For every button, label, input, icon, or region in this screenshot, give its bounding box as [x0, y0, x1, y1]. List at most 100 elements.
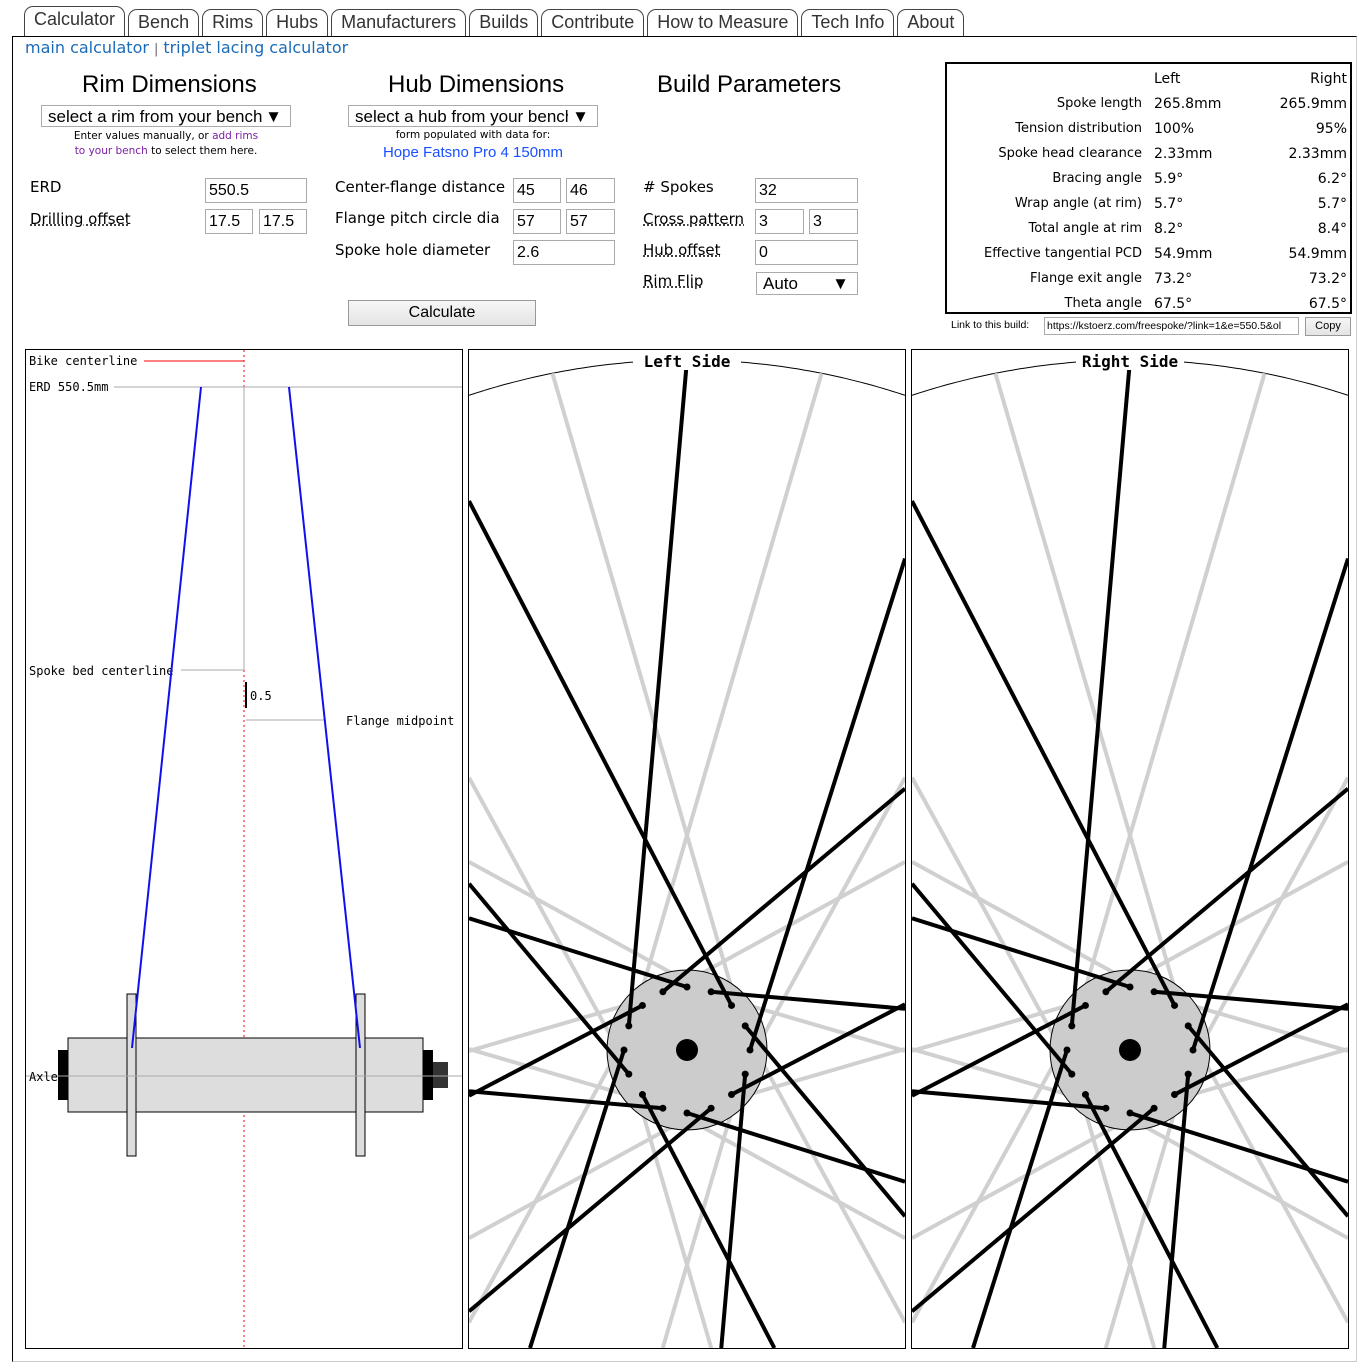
content-frame: [12, 36, 1357, 1362]
spoke-hole: [1081, 1091, 1089, 1099]
result-row: Spoke length 265.8mm 265.9mm: [947, 91, 1347, 116]
spoke-hole: [1102, 1104, 1110, 1112]
result-label: Flange exit angle: [1029, 271, 1142, 286]
build-title: Build Parameters: [657, 71, 842, 98]
result-label: Theta angle: [1064, 296, 1142, 311]
left-value: 67.5°: [1154, 295, 1193, 312]
spoke: [626, 359, 689, 1027]
spoke-hole: [638, 1001, 646, 1009]
cross-right-input[interactable]: [809, 209, 858, 234]
spoke: [730, 1002, 905, 1097]
chevron-down-icon: ▼: [832, 274, 849, 293]
spoke: [912, 1003, 1087, 1098]
rim-flip-label: Rim Flip: [643, 272, 704, 290]
add-rims-link[interactable]: add rims: [212, 130, 259, 142]
erd-label: ERD 550.5mm: [29, 380, 108, 394]
tab-contribute[interactable]: Contribute: [541, 9, 645, 37]
other-side-spoke: [632, 1084, 714, 1348]
result-label: Spoke length: [1056, 96, 1142, 111]
spoke-hole: [1068, 1022, 1076, 1030]
other-side-spoke: [469, 1036, 627, 1324]
spoke-hole: [1150, 988, 1158, 996]
spoke-hole: [1184, 1070, 1192, 1078]
other-side-spoke: [1190, 776, 1348, 1064]
right-end-cap: [423, 1050, 433, 1100]
hub-select[interactable]: select a hub from your bench ▼: [348, 105, 598, 127]
spoke: [661, 787, 905, 994]
spoke: [912, 500, 1177, 1007]
freehub: [433, 1062, 448, 1088]
spoke-hole: [1081, 1001, 1089, 1009]
main-calculator-link[interactable]: main calculator: [25, 38, 149, 57]
spoke-hole: [625, 1022, 633, 1030]
spoke: [912, 882, 1074, 1076]
drilling-offset-left-input[interactable]: [205, 209, 253, 234]
rim-flip-select[interactable]: Auto ▼: [756, 272, 858, 295]
cross-left-input[interactable]: [755, 209, 804, 234]
tab-rims[interactable]: Rims: [202, 9, 264, 37]
result-row: Spoke head clearance 2.33mm 2.33mm: [947, 141, 1347, 166]
hub-title: Hub Dimensions: [388, 71, 565, 98]
spoke: [971, 1049, 1069, 1348]
hub-offset-input[interactable]: [755, 240, 858, 265]
spoke-hole: [1184, 1022, 1192, 1030]
tab-tech-info[interactable]: Tech Info: [801, 9, 895, 37]
spoke-hole: [625, 1070, 633, 1078]
other-side-spoke: [469, 860, 701, 990]
fpcd-right-input[interactable]: [566, 209, 615, 234]
spoke: [1104, 787, 1348, 994]
triplet-calculator-link[interactable]: triplet lacing calculator: [163, 38, 349, 57]
right-value: 8.4°: [1317, 220, 1347, 237]
calculate-button[interactable]: Calculate: [348, 300, 536, 326]
other-side-spoke: [673, 1110, 905, 1240]
tab-about[interactable]: About: [897, 9, 965, 37]
shd-input[interactable]: [513, 240, 615, 265]
spokes-label: # Spokes: [643, 178, 714, 196]
drilling-offset-right-input[interactable]: [259, 209, 307, 234]
left-end-cap: [58, 1050, 68, 1100]
spokes-input[interactable]: [755, 178, 858, 203]
tab-bench[interactable]: Bench: [128, 9, 200, 37]
left-value: 5.7°: [1154, 195, 1184, 212]
result-label: Spoke head clearance: [998, 146, 1142, 161]
spoke-bed-label: Spoke bed centerline: [29, 664, 174, 678]
build-link-input[interactable]: [1044, 317, 1299, 335]
flange-midpoint-label: Flange midpoint: [346, 714, 454, 728]
side-title: Right Side: [1082, 352, 1178, 371]
axle-icon: [1119, 1039, 1141, 1061]
separator: |: [153, 42, 159, 57]
tab-calculator[interactable]: Calculator: [24, 6, 126, 37]
tab-manufacturers[interactable]: Manufacturers: [331, 9, 467, 37]
spoke-hole: [741, 1070, 749, 1078]
copy-button[interactable]: Copy: [1305, 317, 1351, 336]
title-background: [633, 352, 741, 370]
spoke-hole: [728, 1001, 736, 1009]
left-flange: [126, 993, 137, 1157]
erd-input[interactable]: [205, 178, 307, 203]
cfd-left-input[interactable]: [513, 178, 561, 203]
tab-hubs[interactable]: Hubs: [266, 9, 329, 37]
tab-builds[interactable]: Builds: [469, 9, 539, 37]
rim-select[interactable]: select a rim from your bench ▼: [41, 105, 291, 127]
bench-link[interactable]: to your bench: [74, 145, 148, 157]
right-value: 95%: [1315, 120, 1347, 137]
other-side-spoke: [747, 1036, 905, 1324]
spoke: [1173, 1002, 1348, 1097]
cfd-right-input[interactable]: [566, 178, 615, 203]
left-header: Left: [1154, 70, 1181, 87]
other-side-spoke: [660, 1084, 742, 1348]
tab-how-to-measure[interactable]: How to Measure: [647, 9, 799, 37]
left-value: 265.8mm: [1154, 95, 1222, 112]
result-label: Wrap angle (at rim): [1014, 196, 1142, 211]
other-side-spoke: [912, 1036, 1070, 1324]
side-title: Left Side: [644, 352, 731, 371]
fpcd-left-input[interactable]: [513, 209, 561, 234]
rim-flip-value: Auto: [763, 274, 798, 293]
cross-pattern-label: Cross pattern: [643, 210, 745, 228]
result-row: Tension distribution 100% 95%: [947, 116, 1347, 141]
spoke: [640, 1093, 777, 1348]
chevron-down-icon: ▼: [568, 106, 589, 126]
result-row: Total angle at rim 8.2° 8.4°: [947, 216, 1347, 241]
title-background: [1076, 352, 1184, 370]
bike-centerline-label: Bike centerline: [29, 354, 137, 368]
